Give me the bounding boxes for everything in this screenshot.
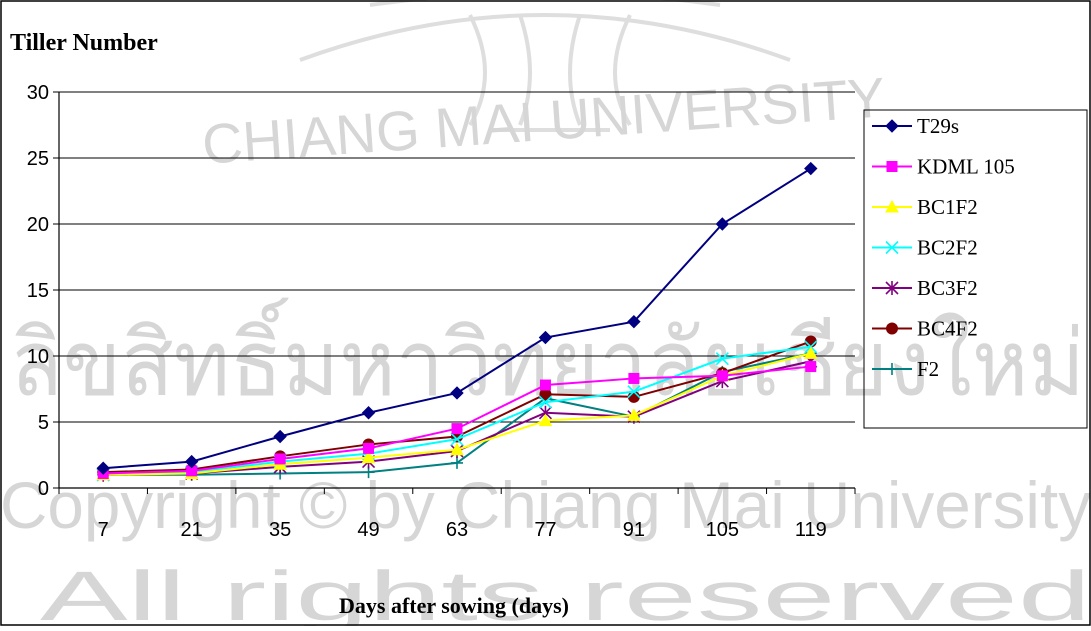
data-point [363,442,375,454]
data-point [273,429,287,444]
data-point [628,372,640,384]
data-point [451,456,463,469]
legend-marker [886,363,898,375]
data-point [627,314,641,329]
data-point [96,461,110,475]
data-point [716,370,728,382]
y-tick-label: 25 [27,148,49,170]
data-point [361,406,376,420]
data-point [274,453,286,465]
data-point [538,413,553,427]
watermark-rights-text: All rights reserved [40,557,1091,626]
data-point [803,346,818,359]
data-point [804,161,818,176]
legend-entry: BC2F2 [917,236,978,260]
watermark-copyright-text: Copyright © by Chiang Mai University [0,468,1091,542]
data-point [627,408,641,421]
legend-marker [885,199,899,213]
legend-marker [885,281,899,295]
data-point [361,450,376,464]
data-point [627,385,641,399]
legend-entry: BC4F2 [917,317,978,341]
x-tick-label: 105 [706,519,739,541]
data-point [450,432,464,446]
data-point [539,379,551,391]
y-tick-label: 0 [38,478,49,500]
x-tick-label: 35 [269,519,291,541]
legend-entry: KDML 105 [917,155,1015,179]
data-point [715,352,729,366]
data-point [184,454,199,469]
legend: T29s KDML 105 BC1F2 BC2F2 BC3F2 BC4F2 F2 [863,109,1088,429]
data-point [451,423,463,435]
y-tick-label: 15 [27,280,49,302]
x-tick-label: 7 [98,519,109,541]
data-point [450,386,464,400]
legend-box [863,109,1088,429]
x-tick-label: 119 [795,519,827,541]
data-point [804,335,817,348]
data-point [538,395,553,409]
legend-entry: BC3F2 [917,276,978,300]
university-seal-icon [299,0,791,132]
data-point [538,330,553,345]
x-tick-label: 77 [534,519,556,541]
y-tick-label: 30 [27,82,49,104]
y-tick-label: 5 [38,412,49,434]
data-point [715,217,730,231]
legend-entry: F2 [917,357,939,381]
chart-title: Tiller Number [10,30,158,56]
legend-marker [886,161,898,172]
x-tick-label: 91 [623,519,645,541]
data-point [805,361,817,373]
plot-area: 0 5 10 15 20 25 30 7 21 35 49 63 77 91 105 119 [27,82,856,541]
x-tick-label: 49 [357,519,379,541]
x-tick-label: 21 [181,519,203,541]
legend-marker [885,240,899,255]
y-tick-label: 10 [27,346,49,368]
legend-entry: BC1F2 [917,195,978,219]
watermark-arc-text: CHIANG MAI UNIVERSITY [200,65,887,176]
data-point [450,442,464,456]
x-axis-label: Days after sowing (days) [339,593,569,618]
legend-marker [885,119,899,133]
x-tick-label: 63 [446,519,468,541]
y-tick-label: 20 [27,214,49,236]
legend-marker [886,322,898,335]
legend-entry: T29s [917,114,959,138]
